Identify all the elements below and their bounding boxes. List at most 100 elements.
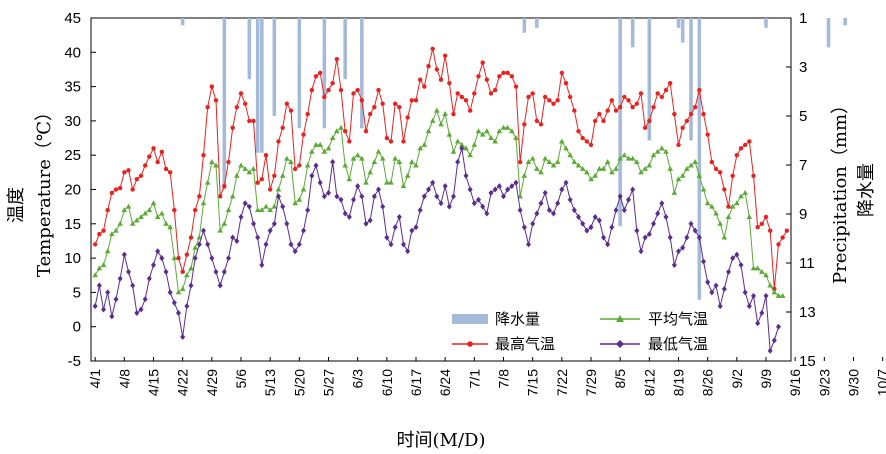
min-temp-point — [192, 255, 198, 262]
max-temp-point — [255, 180, 260, 185]
min-temp-point — [655, 210, 661, 217]
avg-temp-point — [738, 193, 744, 199]
min-temp-point — [596, 217, 602, 224]
avg-temp-point — [488, 135, 494, 141]
avg-temp-point — [121, 207, 128, 213]
min-temp-point — [246, 203, 252, 210]
min-temp-point — [696, 234, 702, 241]
max-temp-point — [492, 87, 498, 93]
min-temp-point — [401, 241, 406, 248]
temperature-lines — [92, 46, 790, 354]
avg-temp-point — [525, 159, 532, 165]
min-temp-point — [463, 172, 469, 179]
max-temp-point — [376, 87, 381, 93]
min-temp-point — [576, 213, 581, 220]
x-tick-label: 6/3 — [350, 369, 366, 389]
avg-temp-point — [125, 203, 132, 209]
legend-avg-label: 平均气温 — [648, 310, 708, 328]
x-tick-label: 7/22 — [554, 369, 570, 396]
max-temp-point — [776, 242, 781, 247]
avg-temp-point — [229, 193, 236, 199]
min-temp-point — [309, 172, 315, 179]
max-temp-point — [422, 84, 427, 89]
max-temp-point — [742, 142, 748, 148]
max-temp-point — [92, 242, 98, 247]
avg-temp-point — [234, 172, 240, 178]
avg-temp-point — [279, 172, 286, 178]
max-temp-point — [317, 70, 323, 76]
avg-temp-point — [654, 148, 661, 154]
avg-temp-point — [638, 169, 644, 175]
max-temp-point — [567, 94, 573, 100]
min-temp-point — [751, 292, 756, 299]
avg-temp-point — [413, 162, 419, 168]
avg-temp-point — [175, 289, 182, 295]
x-tick-label: 10/7 — [875, 369, 886, 396]
avg-temp-point — [542, 155, 548, 161]
avg-temp-point — [767, 282, 773, 288]
max-temp-point — [563, 80, 569, 86]
avg-temp-point — [246, 169, 253, 175]
max-temp-point — [613, 108, 619, 113]
max-temp-point — [251, 118, 256, 124]
avg-temp-point — [350, 155, 357, 161]
avg-temp-point — [359, 155, 365, 161]
avg-temp-point — [675, 176, 682, 182]
max-temp-point — [538, 122, 544, 127]
max-temp-point — [605, 108, 610, 113]
max-temp-point — [122, 170, 127, 175]
max-temp-point — [176, 255, 181, 261]
max-temp-point — [455, 91, 460, 96]
x-tick-label: 4/22 — [175, 369, 191, 396]
max-temp-point — [359, 98, 365, 103]
max-temp-point — [147, 154, 152, 159]
max-temp-point — [259, 177, 265, 182]
min-temp-point — [105, 289, 111, 296]
min-temp-point — [355, 183, 361, 190]
min-temp-point — [159, 255, 165, 262]
min-temp-point — [705, 279, 711, 286]
avg-temp-point — [267, 207, 273, 213]
x-tick-label: 9/23 — [816, 369, 832, 396]
avg-temp-point — [425, 128, 432, 134]
avg-temp-point — [600, 165, 607, 171]
min-temp-point — [738, 261, 744, 268]
avg-temp-point — [317, 141, 323, 147]
avg-temp-point — [575, 162, 582, 168]
max-temp-point — [280, 125, 285, 130]
max-temp-point — [447, 80, 452, 86]
avg-temp-point — [742, 189, 748, 195]
max-temp-point — [301, 132, 306, 137]
avg-temp-point — [259, 207, 265, 213]
max-temp-point — [580, 135, 585, 141]
precip-bar — [343, 18, 347, 80]
avg-temp-point — [346, 176, 353, 182]
min-temp-point — [196, 241, 202, 248]
avg-temp-point — [138, 213, 144, 219]
max-temp-point — [672, 111, 677, 117]
max-temp-point — [717, 170, 723, 175]
avg-temp-point — [288, 159, 294, 165]
min-temp-point — [167, 289, 173, 296]
min-temp-point — [563, 179, 569, 186]
min-temp-point — [413, 224, 419, 231]
max-temp-point — [734, 153, 740, 158]
max-temp-point — [155, 159, 160, 165]
precip-bar — [260, 18, 264, 153]
avg-temp-point — [609, 169, 615, 175]
min-temp-point — [255, 234, 261, 241]
max-temp-point — [630, 104, 635, 110]
max-temp-point — [426, 63, 431, 69]
avg-temp-point — [642, 165, 648, 171]
min-temp-point — [301, 227, 306, 234]
max-temp-point — [209, 84, 215, 89]
min-temp-point — [151, 261, 156, 268]
min-temp-point — [451, 193, 456, 200]
avg-temp-point — [546, 159, 553, 165]
y-right-tick-label: 15 — [799, 353, 816, 370]
max-temp-point — [730, 173, 735, 178]
max-temp-point — [113, 187, 119, 192]
avg-temp-point — [550, 162, 557, 168]
avg-temp-point — [567, 152, 573, 158]
avg-temp-point — [200, 200, 207, 206]
